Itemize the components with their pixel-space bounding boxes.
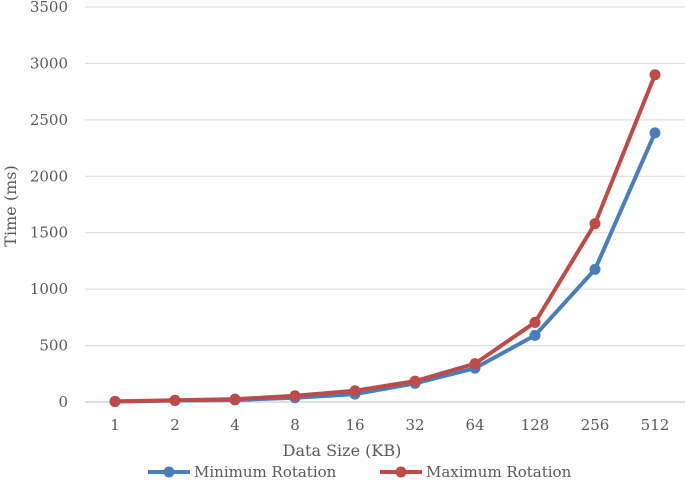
y-tick-label: 3000 xyxy=(30,54,68,72)
legend-item: Minimum Rotation xyxy=(148,463,337,480)
data-point xyxy=(469,358,481,370)
x-tick-label: 128 xyxy=(521,416,550,434)
y-tick-label: 1500 xyxy=(30,224,68,242)
y-axis-ticks: 0 500 1000 1500 2000 2500 3000 3500 xyxy=(30,0,68,411)
x-tick-label: 16 xyxy=(345,416,364,434)
y-tick-label: 1000 xyxy=(30,280,68,298)
x-tick-label: 32 xyxy=(405,416,424,434)
data-point xyxy=(229,393,241,405)
x-tick-label: 256 xyxy=(581,416,610,434)
x-tick-label: 2 xyxy=(170,416,180,434)
data-point xyxy=(589,218,601,230)
x-tick-label: 4 xyxy=(230,416,240,434)
y-axis-title: Time (ms) xyxy=(1,165,20,246)
legend: Minimum Rotation Maximum Rotation xyxy=(148,463,572,480)
x-tick-label: 1 xyxy=(110,416,120,434)
y-tick-label: 3500 xyxy=(30,0,68,16)
x-tick-label: 8 xyxy=(290,416,300,434)
legend-label: Maximum Rotation xyxy=(426,463,572,480)
series-group xyxy=(109,69,661,408)
data-point xyxy=(349,385,361,397)
y-tick-label: 500 xyxy=(39,337,68,355)
data-point xyxy=(169,394,181,406)
x-axis-ticks: 1 2 4 8 16 32 64 128 256 512 xyxy=(110,416,669,434)
x-tick-label: 512 xyxy=(641,416,670,434)
series-line xyxy=(113,130,657,404)
data-point xyxy=(649,69,661,81)
data-point xyxy=(409,375,421,387)
data-point xyxy=(529,329,541,341)
legend-item: Maximum Rotation xyxy=(380,463,572,480)
data-point xyxy=(589,263,601,275)
legend-swatch-marker xyxy=(395,466,407,478)
data-point xyxy=(649,127,661,139)
series-minimum-rotation xyxy=(109,127,661,408)
legend-swatch-marker xyxy=(163,466,175,478)
series-maximum-rotation xyxy=(109,69,661,407)
x-axis-title: Data Size (KB) xyxy=(283,441,402,460)
data-point xyxy=(529,316,541,328)
y-tick-label: 2500 xyxy=(30,111,68,129)
y-tick-label: 0 xyxy=(58,393,68,411)
grid-lines xyxy=(85,6,685,403)
legend-label: Minimum Rotation xyxy=(194,463,337,480)
y-tick-label: 2000 xyxy=(30,167,68,185)
data-point xyxy=(289,390,301,402)
x-tick-label: 64 xyxy=(465,416,484,434)
data-point xyxy=(109,395,121,407)
series-line xyxy=(113,72,657,404)
